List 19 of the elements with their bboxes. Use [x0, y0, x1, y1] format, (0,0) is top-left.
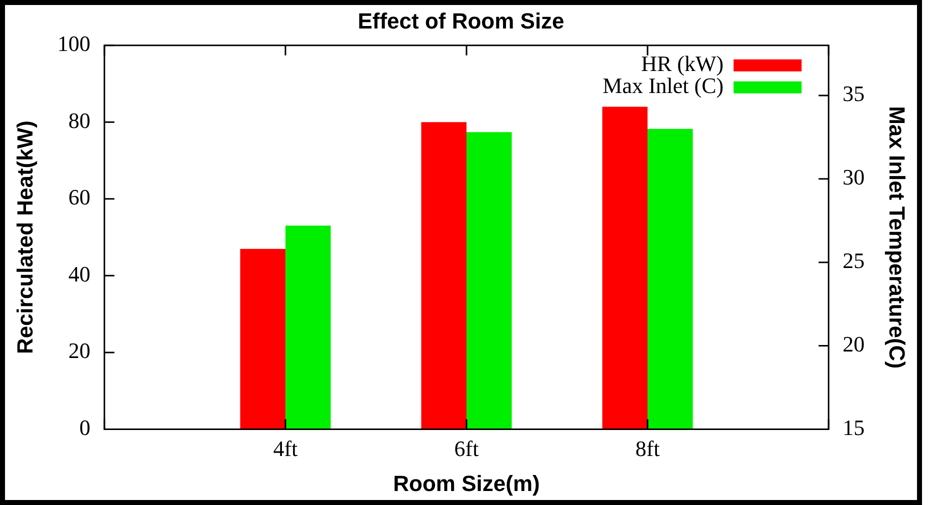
y-axis-title: Recirculated Heat(kW) — [12, 120, 38, 354]
y-tick-label: 100 — [57, 31, 90, 56]
y2-tick-label: 30 — [842, 164, 865, 190]
y2-tick-label: 20 — [842, 332, 865, 357]
x-tick-label: 6ft — [454, 436, 479, 462]
y2-tick-label: 15 — [842, 414, 865, 440]
x-tick-label: 4ft — [273, 436, 298, 462]
y-tick-label: 0 — [79, 414, 90, 440]
y-tick-label: 40 — [68, 261, 90, 286]
chart-title: Effect of Room Size — [358, 8, 564, 34]
y-tick-label: 80 — [68, 108, 90, 133]
x-tick-label: 8ft — [635, 436, 660, 462]
legend-label: HR (kW) — [641, 51, 724, 76]
y2-tick-label: 25 — [842, 248, 865, 274]
y2-axis-title: Max Inlet Temperature(C) — [884, 106, 910, 369]
y-tick-label: 20 — [68, 338, 90, 364]
y-tick-label: 60 — [68, 184, 90, 210]
x-axis-title: Room Size(m) — [393, 470, 540, 496]
y2-tick-label: 35 — [842, 81, 865, 106]
